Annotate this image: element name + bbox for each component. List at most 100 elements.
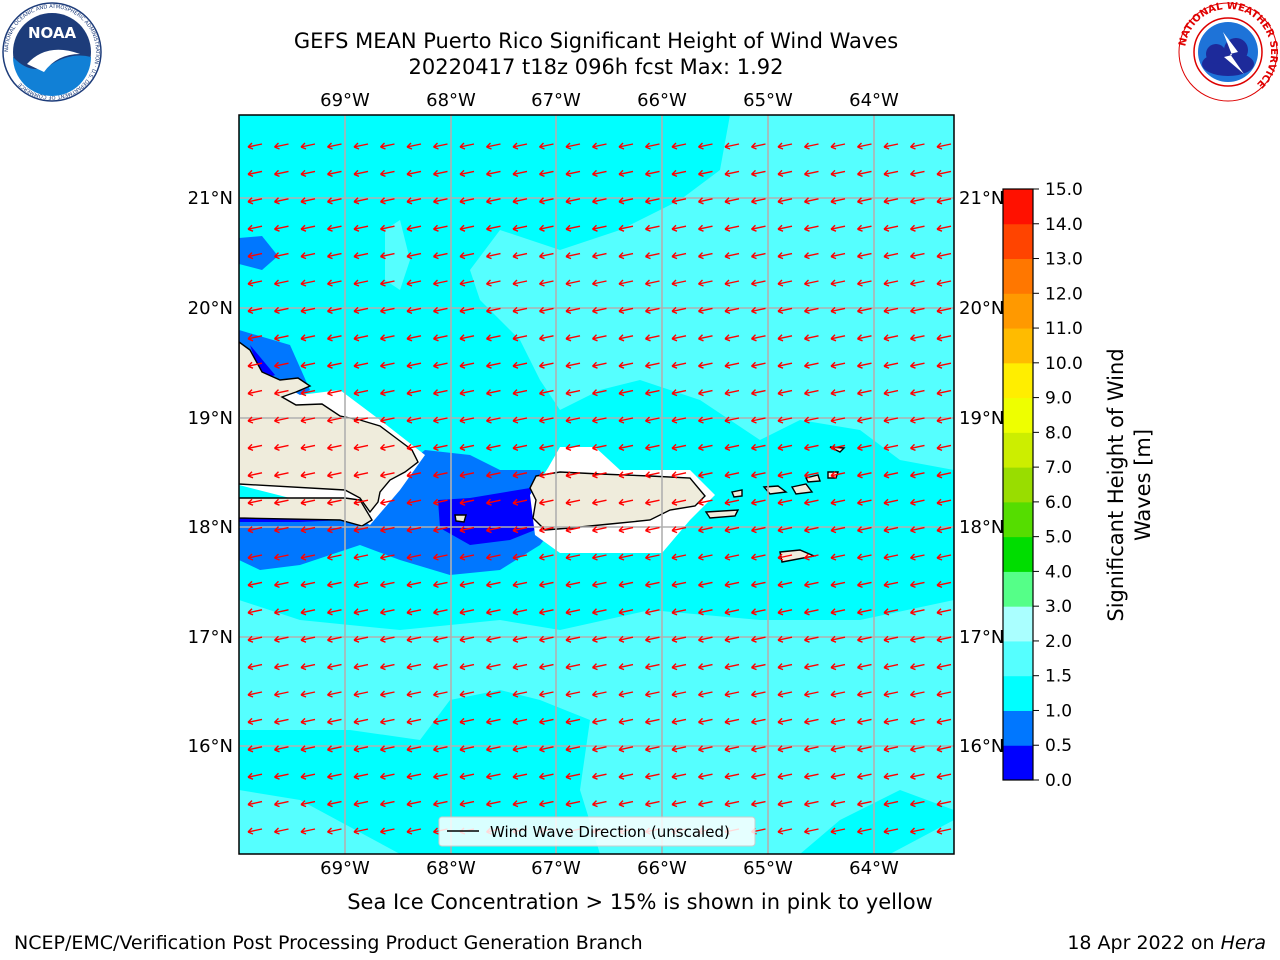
wave-arrow (804, 635, 819, 643)
wave-arrow (724, 389, 740, 397)
wave-arrow (671, 498, 687, 506)
wave-arrow (910, 580, 925, 589)
wave-arrow (353, 717, 369, 726)
wave-arrow (380, 827, 395, 835)
wave-arrow (512, 224, 528, 232)
wave-arrow (592, 663, 607, 671)
wave-arrow (671, 717, 687, 726)
wave-arrow (539, 306, 554, 315)
wave-arrow (725, 855, 739, 861)
wave-arrow (539, 717, 554, 726)
wave-arrow (645, 471, 660, 479)
wave-arrow (645, 745, 660, 753)
wave-arrow (777, 443, 793, 452)
wave-arrow (857, 224, 872, 232)
wave-arrow (539, 416, 554, 424)
wave-arrow (592, 389, 607, 397)
wave-arrow (300, 416, 316, 424)
wave-arrow (433, 443, 448, 452)
wave-arrow (618, 608, 634, 616)
wave-arrow (777, 772, 793, 780)
wave-arrow (592, 800, 607, 808)
wave-arrow (698, 306, 713, 315)
wave-arrow (830, 142, 846, 150)
wave-arrow (274, 663, 289, 671)
wave-arrow (327, 580, 342, 589)
wave-arrow (512, 471, 528, 479)
wave-arrow (964, 691, 978, 697)
wave-arrow (406, 580, 422, 589)
wave-arrow (459, 334, 475, 342)
wave-arrow (433, 580, 448, 589)
wave-arrow (936, 526, 952, 534)
wave-arrow (830, 800, 846, 808)
wave-arrow (645, 498, 660, 506)
wave-arrow (830, 334, 846, 342)
wave-arrow (698, 224, 713, 232)
wave-arrow (936, 389, 952, 397)
wave-arrow (300, 389, 316, 397)
wave-arrow (645, 580, 660, 589)
wave-arrow (353, 142, 369, 150)
wave-arrow (433, 498, 448, 506)
wave-arrow (512, 169, 528, 178)
wave-arrow (698, 800, 713, 808)
wave-arrow (539, 772, 554, 780)
wave-arrow (459, 306, 475, 315)
wave-arrow (830, 471, 846, 479)
wave-arrow (486, 635, 501, 643)
wave-arrow (512, 772, 528, 780)
footer-date: 18 Apr 2022 on Hera (1067, 932, 1266, 954)
wave-arrow (698, 635, 713, 643)
wave-arrow (964, 280, 978, 286)
wave-arrow (883, 526, 899, 534)
wave-arrow (618, 142, 634, 150)
wave-arrow (512, 389, 528, 397)
wave-arrow (698, 416, 713, 424)
lat-label-right: 17°N (959, 627, 1004, 648)
wave-arrow (724, 498, 740, 506)
wave-arrow (247, 690, 263, 698)
wave-arrow (883, 663, 899, 671)
wave-arrow (936, 334, 952, 342)
wave-arrow (698, 553, 713, 561)
wave-arrow (512, 608, 528, 616)
wave-arrow (247, 389, 263, 397)
wave-arrow (964, 444, 978, 450)
wave-arrow (300, 169, 316, 178)
wave-arrow (380, 416, 395, 424)
wave-arrow (857, 197, 872, 205)
wave-arrow (433, 416, 448, 424)
wave-arrow (857, 416, 872, 424)
wave-arrow (804, 279, 819, 287)
wave-arrow (565, 169, 581, 178)
wave-arrow (671, 608, 687, 616)
wave-arrow (910, 252, 925, 260)
wave-arrow (327, 334, 342, 342)
wave-arrow (327, 800, 342, 808)
colorbar-segment (1003, 675, 1033, 711)
wave-arrow (512, 361, 528, 369)
wave-arrow (883, 690, 899, 698)
wave-arrow (512, 416, 528, 424)
lon-label-bottom: 69°W (320, 858, 370, 879)
wave-arrow (964, 718, 978, 724)
wave-arrow (433, 197, 448, 205)
wave-arrow (645, 635, 660, 643)
wave-arrow (565, 142, 581, 150)
wave-arrow (327, 224, 342, 232)
wave-arrow (618, 361, 634, 369)
wave-arrow (512, 197, 528, 205)
wave-arrow (936, 717, 952, 726)
wave-arrow (512, 690, 528, 698)
wave-arrow (804, 416, 819, 424)
wave-arrow (300, 334, 316, 342)
wave-arrow (459, 608, 475, 616)
wave-arrow (618, 580, 634, 589)
wave-arrow (830, 252, 846, 260)
wave-arrow (883, 471, 899, 479)
colorbar-tick-label: 6.0 (1045, 493, 1072, 513)
wave-arrow (724, 416, 740, 424)
wave-arrow (724, 252, 740, 260)
wave-arrow (804, 663, 819, 671)
